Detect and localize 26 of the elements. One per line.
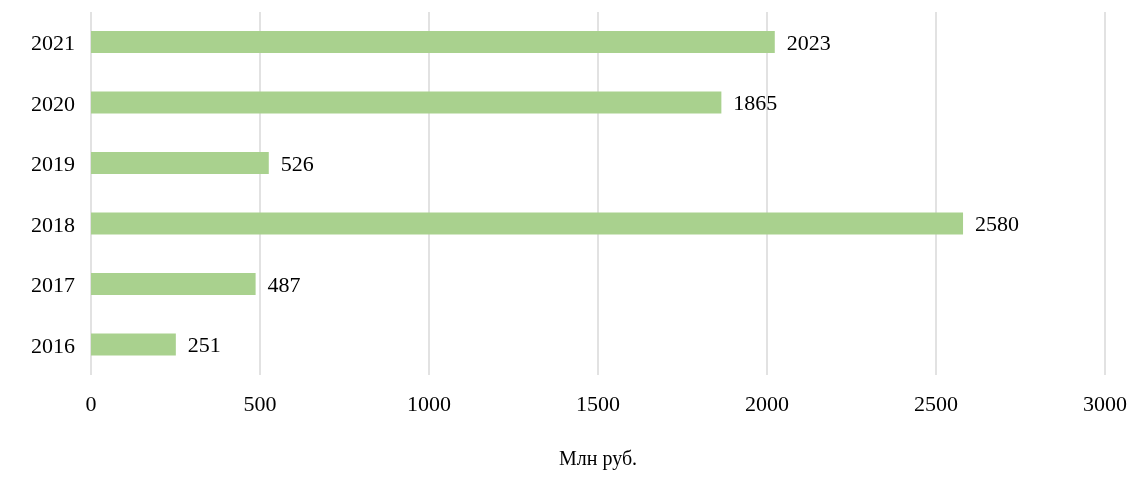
data-label: 526 bbox=[280, 150, 314, 176]
x-tick-label: 1500 bbox=[576, 390, 620, 416]
bar bbox=[91, 212, 964, 235]
data-label: 2023 bbox=[786, 29, 831, 55]
data-label: 251 bbox=[187, 332, 221, 358]
y-tick-label: 2020 bbox=[31, 90, 75, 116]
bar bbox=[91, 333, 176, 356]
x-tick-label: 1000 bbox=[407, 390, 451, 416]
y-tick-label: 2016 bbox=[31, 332, 75, 358]
x-axis-title: Млн руб. bbox=[558, 447, 638, 470]
x-tick-label: 3000 bbox=[1083, 390, 1127, 416]
y-tick-label: 2021 bbox=[31, 30, 75, 56]
bar bbox=[91, 31, 775, 53]
y-tick-label: 2017 bbox=[31, 272, 75, 298]
x-tick-label: 2500 bbox=[914, 390, 958, 416]
y-tick-label: 2019 bbox=[31, 151, 75, 177]
y-tick-label: 2018 bbox=[31, 211, 75, 237]
data-label: 2580 bbox=[975, 211, 1020, 237]
x-tick-label: 0 bbox=[85, 390, 97, 416]
data-label: 487 bbox=[267, 271, 301, 297]
bar bbox=[91, 152, 269, 174]
data-label: 1865 bbox=[733, 90, 778, 116]
x-tick-label: 2000 bbox=[745, 390, 789, 416]
bar bbox=[91, 91, 722, 114]
x-tick-label: 500 bbox=[243, 390, 277, 416]
bar bbox=[91, 273, 256, 295]
